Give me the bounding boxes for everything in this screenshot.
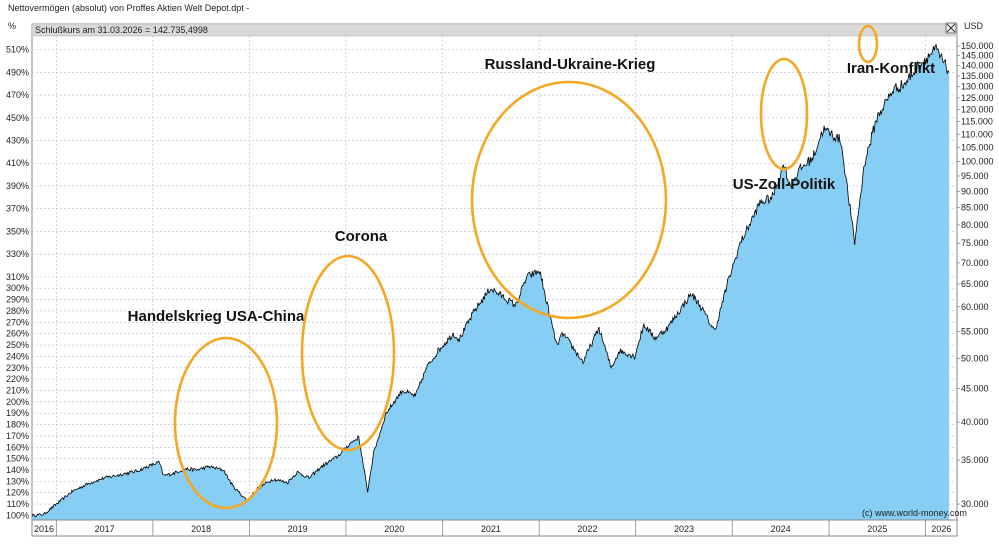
y-left-tick-label: 240% xyxy=(6,351,29,361)
annotation-label: Iran-Konflikt xyxy=(847,60,935,77)
chart-subtitle: Schlußkurs am 31.03.2026 = 142.735,4998 xyxy=(35,25,208,35)
annotation-label: Russland-Ukraine-Krieg xyxy=(485,56,656,73)
x-tick-label: 2020 xyxy=(384,524,404,534)
x-tick-label: 2025 xyxy=(867,524,887,534)
series-fill xyxy=(32,44,950,520)
y-right-tick-label: 65.000 xyxy=(961,279,989,289)
left-unit-label: % xyxy=(8,21,16,31)
y-left-tick-label: 180% xyxy=(6,420,29,430)
y-right-tick-label: 80.000 xyxy=(961,220,989,230)
y-left-tick-label: 200% xyxy=(6,397,29,407)
y-right-tick-label: 40.000 xyxy=(961,417,989,427)
y-right-tick-label: 70.000 xyxy=(961,258,989,268)
y-left-tick-label: 290% xyxy=(6,295,29,305)
y-left-tick-label: 260% xyxy=(6,329,29,339)
copyright-label: (c) www.world-money.com xyxy=(862,508,967,518)
x-tick-label: 2018 xyxy=(191,524,211,534)
annotation-ellipse xyxy=(300,254,396,452)
right-unit-label: USD xyxy=(964,21,984,31)
annotations: Handelskrieg USA-China Corona Russland-Ukr… xyxy=(128,24,935,510)
y-right-tick-label: 145.000 xyxy=(961,51,994,61)
annotation-ellipse xyxy=(759,57,809,171)
x-tick-label: 2019 xyxy=(288,524,308,534)
x-axis: 2016 2017 2018 2019 2020 2021 2022 2023 2024 2025… xyxy=(34,520,951,536)
x-tick-label: 2024 xyxy=(771,524,791,534)
chart-title: Nettovermögen (absolut) von Proffes Akti… xyxy=(8,3,249,13)
x-tick-label: 2022 xyxy=(577,524,597,534)
x-axis-strip xyxy=(31,519,958,537)
y-left-tick-label: 220% xyxy=(6,374,29,384)
y-left-tick-label: 160% xyxy=(6,442,29,452)
y-right-tick-label: 130.000 xyxy=(961,82,994,92)
y-left-tick-label: 330% xyxy=(6,249,29,259)
y-left-tick-label: 230% xyxy=(6,363,29,373)
y-left-tick-label: 100% xyxy=(6,510,29,520)
y-left-tick-label: 430% xyxy=(6,136,29,146)
series-line xyxy=(31,43,950,517)
y-axis-left: 100%110%120% 130%140%150% 160%170%180% 190%… xyxy=(6,45,29,521)
y-right-tick-label: 45.000 xyxy=(961,384,989,394)
y-right-tick-label: 150.000 xyxy=(961,41,994,51)
y-left-tick-label: 170% xyxy=(6,431,29,441)
x-tick-label: 2017 xyxy=(95,524,115,534)
y-left-tick-label: 210% xyxy=(6,385,29,395)
y-right-tick-label: 55.000 xyxy=(961,327,989,337)
y-right-tick-label: 90.000 xyxy=(961,186,989,196)
y-right-tick-label: 115.000 xyxy=(961,117,993,127)
y-left-tick-label: 450% xyxy=(6,113,29,123)
series-area xyxy=(31,43,950,520)
close-icon[interactable] xyxy=(945,22,957,34)
y-left-tick-label: 110% xyxy=(7,499,29,509)
y-right-tick-label: 30.000 xyxy=(961,499,989,509)
y-right-tick-label: 100.000 xyxy=(961,156,994,166)
y-left-tick-label: 150% xyxy=(6,454,29,464)
annotation-label: Corona xyxy=(335,228,388,245)
y-axis-right: 30.000 35.000 40.000 45.000 50.000 55.000 60.0… xyxy=(957,41,994,509)
x-tick-label: 2021 xyxy=(481,524,501,534)
y-left-tick-label: 280% xyxy=(6,306,29,316)
y-left-tick-label: 140% xyxy=(6,465,29,475)
y-right-tick-label: 60.000 xyxy=(961,302,989,312)
x-tick-label: 2026 xyxy=(931,524,951,534)
subtitle-bar xyxy=(31,23,958,37)
y-left-tick-label: 130% xyxy=(6,476,29,486)
y-left-tick-label: 350% xyxy=(6,226,29,236)
y-right-tick-label: 105.000 xyxy=(961,142,994,152)
y-left-tick-label: 300% xyxy=(6,283,29,293)
y-right-tick-label: 110.000 xyxy=(961,129,993,139)
y-left-tick-label: 270% xyxy=(6,317,29,327)
annotation-label: Handelskrieg USA-China xyxy=(128,308,305,325)
y-left-tick-label: 120% xyxy=(6,488,29,498)
y-right-tick-label: 140.000 xyxy=(961,61,994,71)
y-left-tick-label: 410% xyxy=(6,158,29,168)
y-left-tick-label: 310% xyxy=(6,272,29,282)
y-right-tick-label: 120.000 xyxy=(961,105,994,115)
y-right-tick-label: 95.000 xyxy=(961,171,989,181)
annotation-ellipse xyxy=(857,24,879,64)
y-right-tick-label: 35.000 xyxy=(961,455,989,465)
y-left-tick-label: 390% xyxy=(6,181,29,191)
y-left-tick-label: 510% xyxy=(6,45,29,55)
x-tick-label: 2016 xyxy=(34,524,54,534)
y-left-tick-label: 470% xyxy=(6,90,29,100)
y-right-tick-label: 50.000 xyxy=(961,354,989,364)
y-right-tick-label: 85.000 xyxy=(961,203,989,213)
y-left-tick-label: 250% xyxy=(6,340,29,350)
y-right-tick-label: 135.000 xyxy=(961,71,994,81)
annotation-ellipse xyxy=(470,80,668,320)
y-right-tick-label: 75.000 xyxy=(961,238,989,248)
y-left-tick-label: 370% xyxy=(6,204,29,214)
annotation-ellipse xyxy=(173,336,279,510)
x-tick-label: 2023 xyxy=(674,524,694,534)
annotation-label: US-Zoll-Politik xyxy=(733,176,836,193)
y-left-tick-label: 190% xyxy=(6,408,29,418)
y-left-tick-label: 490% xyxy=(6,67,29,77)
y-right-tick-label: 125.000 xyxy=(961,93,994,103)
